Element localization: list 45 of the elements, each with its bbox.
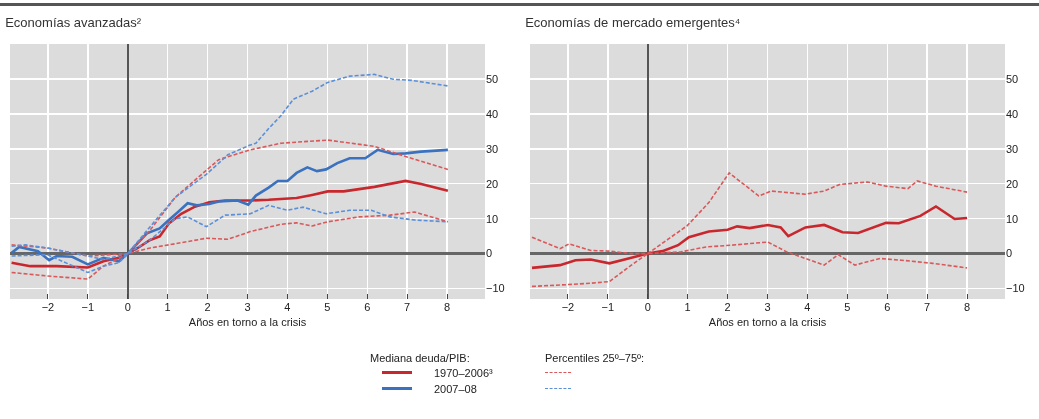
x-tick-label: 6: [364, 301, 371, 313]
y-tick-label: 30: [486, 142, 499, 155]
y-tick-label: −10: [1006, 282, 1025, 295]
x-tick-label: 4: [284, 301, 291, 313]
y-tick-label: 50: [486, 72, 499, 85]
x-tick-label: 3: [244, 301, 251, 313]
x-tick-label: −1: [81, 301, 95, 313]
x-tick-label: 8: [964, 301, 971, 313]
y-tick-label: −10: [486, 282, 505, 295]
y-tick-label: 50: [1006, 72, 1019, 85]
chart-title: Economías de mercado emergentes⁴: [525, 15, 741, 31]
x-axis-title: Años en torno a la crisis: [708, 316, 827, 329]
x-tick-label: 0: [644, 301, 651, 313]
y-tick-label: 20: [1006, 177, 1019, 190]
x-tick-label: 8: [444, 301, 451, 313]
line-series: [530, 205, 969, 270]
x-tick-label: 6: [884, 301, 891, 313]
x-tick-label: 4: [804, 301, 811, 313]
x-tick-label: 2: [724, 301, 731, 313]
x-tick-label: 7: [404, 301, 411, 313]
x-axis-title: Años en torno a la crisis: [188, 316, 307, 329]
x-tick-label: 1: [164, 301, 171, 313]
text: Percentiles 25º–75º:: [545, 352, 645, 364]
x-tick-label: 5: [844, 301, 851, 313]
x-tick-label: 0: [124, 301, 131, 313]
x-tick-label: 3: [764, 301, 771, 313]
y-tick-label: 10: [486, 212, 499, 225]
y-tick-label: 10: [1006, 212, 1019, 225]
y-tick-label: 40: [486, 107, 499, 120]
x-tick-label: 7: [924, 301, 931, 313]
x-tick-label: −2: [561, 301, 575, 313]
x-tick-label: 2: [204, 301, 211, 313]
x-tick-label: 1: [684, 301, 691, 313]
y-tick-label: 0: [486, 247, 493, 260]
y-tick-label: 30: [1006, 142, 1019, 155]
x-tick-label: 5: [324, 301, 331, 313]
y-tick-label: 20: [486, 177, 499, 190]
legend-label: 2007–08: [434, 382, 477, 395]
chart-title: Economías avanzadas²: [5, 15, 142, 31]
legend-title: Mediana deuda/PIB:: [370, 352, 471, 364]
y-tick-label: 40: [1006, 107, 1019, 120]
y-tick-label: 0: [1006, 247, 1013, 260]
x-tick-label: −2: [41, 301, 55, 313]
legend-label: 1970–2006³: [434, 366, 493, 379]
x-tick-label: −1: [601, 301, 615, 313]
